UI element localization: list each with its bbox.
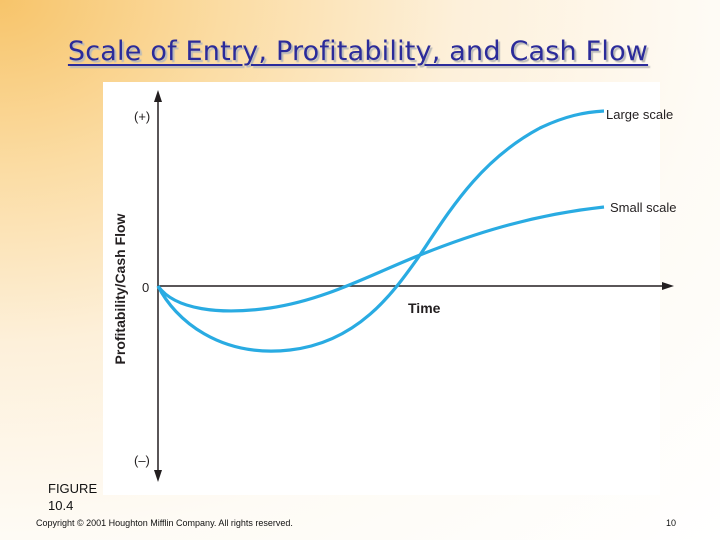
y-minus-label: (–): [134, 453, 150, 468]
figure-label-line1: FIGURE: [48, 481, 98, 496]
y-axis-arrow-down: [154, 470, 162, 482]
large-scale-label: Large scale: [606, 107, 673, 122]
slide-title: Scale of Entry, Profitability, and Cash …: [67, 36, 649, 67]
figure-number: FIGURE 10.4: [48, 480, 97, 514]
zero-label: 0: [142, 280, 149, 295]
x-axis-label: Time: [408, 300, 441, 316]
large-scale-curve: [156, 109, 605, 353]
figure-label-line2: 10.4: [48, 498, 74, 513]
y-plus-label: (+): [134, 109, 150, 124]
figure-panel: [103, 82, 660, 495]
y-axis-arrow-up: [154, 90, 162, 102]
small-scale-curve: [156, 205, 605, 313]
copyright-text: Copyright © 2001 Houghton Mifflin Compan…: [36, 518, 293, 528]
small-scale-label: Small scale: [610, 200, 676, 215]
page-number: 10: [666, 518, 677, 528]
x-axis-arrow: [662, 282, 674, 290]
y-axis-label: Profitability/Cash Flow: [112, 213, 128, 364]
